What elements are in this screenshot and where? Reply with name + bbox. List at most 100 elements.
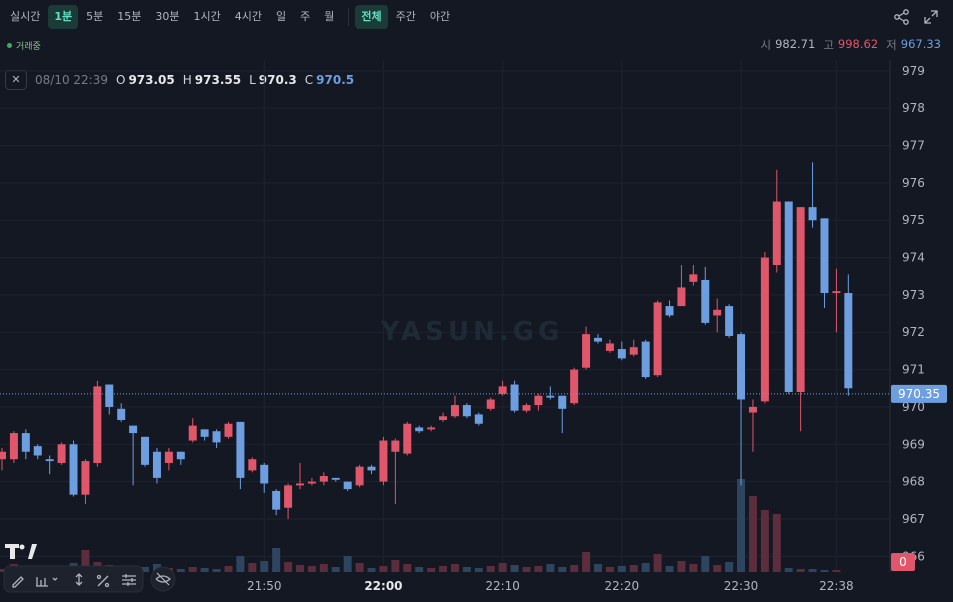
y-tick-label: 969 bbox=[902, 437, 925, 451]
volume-bar bbox=[486, 566, 495, 572]
candle-body bbox=[796, 207, 805, 392]
candle-body bbox=[391, 440, 400, 452]
candle-body bbox=[319, 476, 328, 482]
volume-bar bbox=[21, 567, 30, 572]
volume-bar bbox=[653, 554, 662, 572]
candle-body bbox=[81, 461, 90, 495]
volume-bar bbox=[498, 563, 507, 572]
volume-bar bbox=[117, 568, 126, 572]
candle-body bbox=[486, 399, 495, 409]
interval-button[interactable]: 실시간 bbox=[10, 10, 41, 23]
candle-body bbox=[474, 414, 483, 424]
volume-bar bbox=[713, 565, 722, 572]
candle-body bbox=[367, 466, 376, 471]
volume-bar bbox=[33, 568, 42, 572]
volume-bar bbox=[200, 568, 209, 572]
volume-bar bbox=[164, 568, 173, 572]
volume-bar bbox=[69, 563, 78, 572]
candle-body bbox=[498, 386, 507, 394]
share-icon[interactable] bbox=[894, 9, 909, 25]
volume-bar bbox=[510, 565, 519, 572]
interval-button[interactable]: 주 bbox=[300, 10, 311, 23]
indicator-tool[interactable] bbox=[36, 577, 58, 587]
candle-body bbox=[69, 444, 78, 495]
interval-button[interactable]: 5분 bbox=[86, 10, 104, 23]
volume-bar bbox=[93, 562, 102, 572]
interval-button[interactable]: 4시간 bbox=[234, 10, 263, 23]
candle-body bbox=[522, 405, 531, 411]
session-button[interactable]: 야간 bbox=[429, 10, 451, 23]
legend-high: 973.55 bbox=[194, 73, 242, 87]
close-legend-button[interactable]: ✕ bbox=[5, 70, 27, 90]
candle-body bbox=[737, 334, 746, 400]
interval-button[interactable]: 15분 bbox=[117, 10, 142, 23]
candle-body bbox=[0, 451, 6, 460]
volume-bar bbox=[141, 567, 150, 572]
settings-tool[interactable] bbox=[122, 574, 136, 586]
volume-bar bbox=[450, 564, 459, 572]
candle-body bbox=[427, 427, 436, 430]
volume-bar bbox=[737, 479, 746, 572]
hide-button[interactable] bbox=[150, 566, 176, 592]
x-tick-label: 21:50 bbox=[247, 579, 282, 593]
volume-bar bbox=[808, 569, 817, 572]
volume-bar bbox=[272, 548, 281, 572]
candle-body bbox=[605, 343, 614, 351]
interval-button[interactable]: 30분 bbox=[155, 10, 180, 23]
candle-body bbox=[820, 218, 829, 294]
y-tick-label: 971 bbox=[902, 363, 925, 377]
volume-bar bbox=[677, 561, 686, 572]
volume-bar bbox=[403, 564, 412, 572]
candle-body bbox=[93, 386, 102, 463]
volume-bar bbox=[546, 564, 555, 572]
volume-bar bbox=[534, 566, 543, 572]
percent-tool[interactable] bbox=[97, 575, 109, 587]
fullscreen-icon[interactable] bbox=[924, 10, 938, 24]
candle-body bbox=[272, 490, 281, 510]
candle-body bbox=[415, 427, 424, 432]
volume-bar bbox=[415, 567, 424, 572]
pencil-tool[interactable] bbox=[12, 576, 24, 588]
ohlc-legend: ✕ 08/10 22:39 O 973.05 H 973.55 L 970.3 C 97… bbox=[5, 70, 354, 90]
candle-body bbox=[176, 451, 185, 460]
session-button[interactable]: 주간 bbox=[395, 10, 416, 23]
volume-bar bbox=[176, 569, 185, 572]
volume-bar bbox=[81, 550, 90, 572]
interval-button[interactable]: 일 bbox=[276, 10, 287, 23]
candle-body bbox=[689, 274, 698, 282]
candle-body bbox=[296, 483, 304, 486]
legend-low: 970.3 bbox=[258, 73, 297, 87]
candle-body bbox=[760, 257, 769, 402]
y-tick-label: 972 bbox=[902, 325, 925, 339]
volume-bar bbox=[379, 566, 388, 572]
legend-date: 08/10 22:39 bbox=[35, 73, 108, 87]
interval-button[interactable]: 1분 bbox=[48, 5, 79, 29]
last-price-label: 970.35 bbox=[898, 387, 940, 401]
interval-button[interactable]: 1시간 bbox=[193, 10, 221, 23]
x-tick-label: 22:38 bbox=[819, 579, 854, 593]
volume-bar bbox=[784, 568, 793, 572]
candle-body bbox=[224, 423, 233, 437]
percent-dot bbox=[104, 582, 110, 588]
candle-body bbox=[164, 451, 173, 463]
stat-value: 998.62 bbox=[837, 37, 879, 51]
candle-body bbox=[677, 287, 686, 307]
candle-body bbox=[725, 306, 734, 336]
percent-dot bbox=[96, 574, 102, 580]
measure-tool[interactable] bbox=[75, 573, 83, 586]
status-dot bbox=[7, 43, 12, 48]
interval-button[interactable]: 월 bbox=[324, 10, 335, 23]
volume-bar bbox=[367, 568, 376, 572]
volume-bar bbox=[629, 565, 638, 572]
volume-bar bbox=[45, 569, 54, 572]
candle-body bbox=[9, 433, 18, 460]
session-button[interactable]: 전체 bbox=[355, 5, 388, 29]
candle-body bbox=[439, 416, 448, 421]
candle-body bbox=[832, 291, 841, 294]
candle-body bbox=[713, 309, 722, 316]
volume-bar bbox=[343, 556, 352, 572]
candle-body bbox=[105, 384, 114, 407]
candle-body bbox=[665, 306, 674, 316]
